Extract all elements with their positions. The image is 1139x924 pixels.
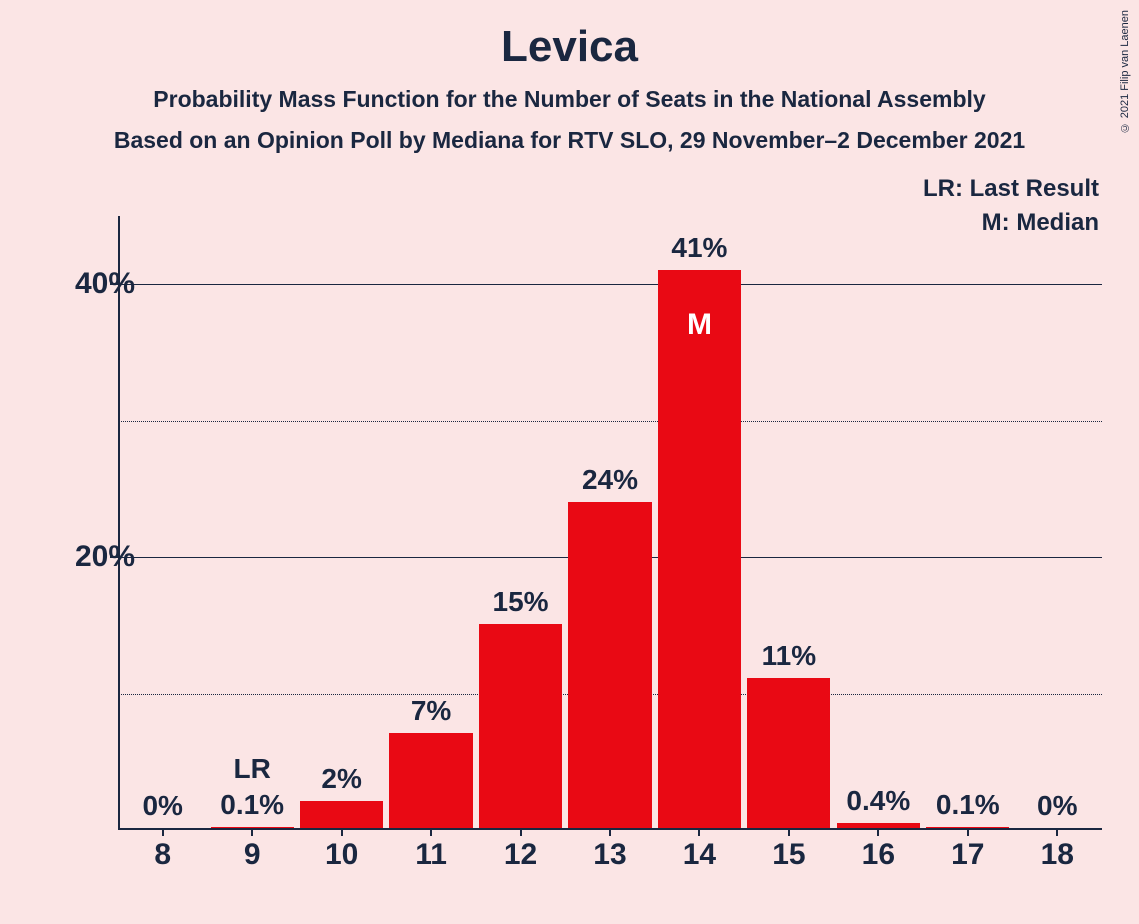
bar: 0.1%: [926, 827, 1009, 828]
x-tick-label: 16: [834, 838, 923, 872]
bar-value-label: 41%: [671, 232, 727, 264]
bar: 7%: [389, 733, 472, 828]
x-tick-mark: [967, 828, 969, 836]
chart-title: Levica: [0, 0, 1139, 72]
bar-value-label: 15%: [493, 586, 549, 618]
x-tick-mark: [341, 828, 343, 836]
bar-slot: 0.1%: [923, 216, 1012, 828]
copyright-text: © 2021 Filip van Laenen: [1119, 10, 1131, 133]
bar-value-label: 7%: [411, 695, 451, 727]
x-tick-label: 17: [923, 838, 1012, 872]
x-tick-label: 13: [565, 838, 654, 872]
bar-slot: 41% M: [655, 216, 744, 828]
x-tick-mark: [162, 828, 164, 836]
y-tick-label: 40%: [75, 267, 135, 301]
legend-lr: LR: Last Result: [923, 175, 1099, 203]
bar-value-label: 0%: [1037, 790, 1077, 822]
bars-container: 0%0.1%LR2%7%15%24%41%M11%0.4%0.1%0%: [118, 216, 1102, 828]
chart-plot-area: 0%0.1%LR2%7%15%24%41%M11%0.4%0.1%0%: [118, 216, 1102, 830]
bar: 24%: [568, 502, 651, 828]
y-tick-label: 20%: [75, 540, 135, 574]
x-tick-mark: [520, 828, 522, 836]
bar-slot: 7%: [386, 216, 475, 828]
chart-subtitle-1: Probability Mass Function for the Number…: [0, 86, 1139, 113]
bar-value-label: 0.1%: [936, 789, 1000, 821]
bar-value-label: 24%: [582, 464, 638, 496]
x-tick-label: 15: [744, 838, 833, 872]
x-tick-mark: [430, 828, 432, 836]
x-tick-mark: [698, 828, 700, 836]
bar-value-label: 0%: [142, 790, 182, 822]
x-tick-label: 8: [118, 838, 207, 872]
x-tick-mark: [877, 828, 879, 836]
bar-slot: 0%: [118, 216, 207, 828]
bar-slot: 24%: [565, 216, 654, 828]
bar-slot: 11%: [744, 216, 833, 828]
last-result-marker: LR: [234, 753, 271, 785]
x-tick-mark: [609, 828, 611, 836]
x-tick-mark: [251, 828, 253, 836]
bar: 41%M: [658, 270, 741, 828]
x-tick-label: 9: [207, 838, 296, 872]
x-tick-label: 12: [476, 838, 565, 872]
bar: 2%: [300, 801, 383, 828]
x-tick-label: 14: [655, 838, 744, 872]
x-tick-label: 10: [297, 838, 386, 872]
bar-slot: 15%: [476, 216, 565, 828]
x-tick-label: 18: [1013, 838, 1102, 872]
chart-subtitle-2: Based on an Opinion Poll by Mediana for …: [0, 127, 1139, 154]
bar-value-label: 11%: [762, 640, 817, 672]
bar: 0.1%LR: [211, 827, 294, 828]
bar: 15%: [479, 624, 562, 828]
bar-value-label: 0.4%: [846, 785, 910, 817]
bar-slot: 0.4%: [834, 216, 923, 828]
x-axis-labels: 89101112131415161718: [118, 838, 1102, 872]
bar-value-label: 2%: [321, 763, 361, 795]
bar-slot: 0%: [1013, 216, 1102, 828]
median-marker: M: [687, 308, 712, 342]
bar-slot: 0.1% LR: [207, 216, 296, 828]
x-tick-mark: [1056, 828, 1058, 836]
bar: 0.4%: [837, 823, 920, 828]
x-tick-mark: [788, 828, 790, 836]
x-tick-label: 11: [386, 838, 475, 872]
bar-value-label: 0.1%: [220, 789, 284, 821]
bar-slot: 2%: [297, 216, 386, 828]
bar: 11%: [747, 678, 830, 828]
